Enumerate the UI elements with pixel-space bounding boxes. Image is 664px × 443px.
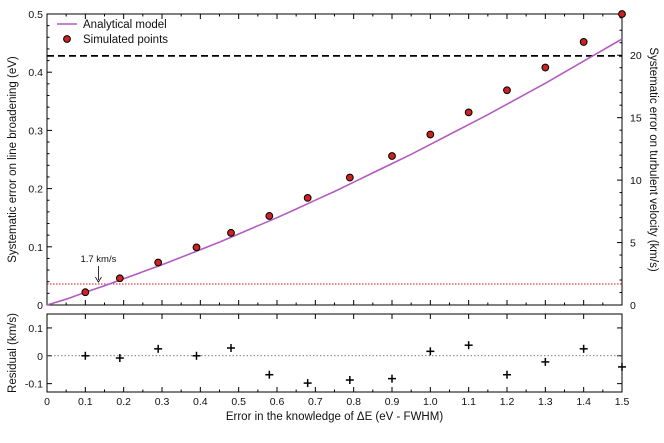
residual-point	[81, 351, 90, 360]
x-tick-label: 0.3	[155, 396, 170, 408]
simulated-point	[81, 288, 90, 297]
series-analytical-model-line	[46, 38, 623, 306]
legend-point-swatch	[63, 35, 71, 43]
residual-ytick-label: 0.1	[28, 323, 43, 335]
residual-point	[154, 344, 163, 353]
legend-label-analytical-model: Analytical model	[83, 19, 167, 31]
simulated-point	[227, 228, 235, 237]
x-tick-label: 1.1	[461, 396, 476, 408]
main-y2tick-label: 5	[630, 238, 636, 250]
main-y2tick-label: 0	[630, 300, 636, 312]
residual-point	[303, 379, 312, 388]
residual-point	[345, 376, 354, 385]
x-tick-label: 0.8	[346, 396, 361, 408]
x-tick-label: 0	[44, 396, 50, 408]
main-ytick-label: 0.4	[28, 67, 43, 79]
main-plot-frame	[46, 13, 623, 306]
simulated-point	[503, 86, 511, 95]
x-tick-label: 0.7	[308, 396, 323, 408]
residual-point	[426, 347, 435, 356]
residual-point	[503, 370, 511, 379]
annotation-arrow-head	[95, 276, 102, 283]
legend-label-simulated-points: Simulated points	[83, 34, 168, 46]
simulated-point	[192, 243, 201, 252]
residual-point	[192, 351, 201, 360]
residual-plot-frame	[46, 313, 623, 393]
simulated-point	[541, 63, 550, 72]
simulated-point	[464, 108, 473, 117]
main-y2tick-label: 20	[630, 50, 642, 62]
residual-ytick-label: -0.1	[25, 379, 43, 391]
x-tick-label: 0.2	[116, 396, 131, 408]
simulated-point	[303, 194, 312, 202]
simulated-point	[618, 10, 626, 18]
main-ytick-label: 0.3	[28, 125, 43, 137]
y-axis-title: Systematic error on line broadening (eV)	[7, 56, 19, 263]
x-tick-label: 1.3	[538, 396, 553, 408]
main-y2tick-label: 10	[630, 175, 642, 187]
y2-axis-title: Systematic error on turbulent velocity (…	[647, 47, 659, 271]
residual-point	[618, 362, 626, 371]
simulated-point	[579, 38, 588, 46]
residual-y-axis-title: Residual (km/s)	[7, 313, 19, 393]
simulated-point	[388, 152, 396, 160]
simulated-point	[154, 258, 163, 267]
residual-point	[579, 344, 588, 353]
x-tick-label: 0.9	[385, 396, 400, 408]
residual-point	[388, 374, 396, 383]
main-ytick-label: 0.5	[28, 9, 43, 21]
simulated-point	[115, 274, 124, 283]
x-tick-label: 0.4	[193, 396, 208, 408]
residual-point	[227, 343, 235, 352]
residual-point	[115, 354, 124, 363]
x-tick-label: 0.1	[78, 396, 93, 408]
x-tick-label: 1.4	[576, 396, 591, 408]
residual-ytick-label: 0	[37, 351, 43, 363]
simulated-point	[426, 130, 435, 139]
x-axis-title: Error in the knowledge of ΔE (eV - FWHM)	[226, 411, 443, 423]
main-y2tick-label: 15	[630, 113, 642, 125]
main-ytick-label: 0.2	[28, 184, 43, 196]
annotation-1-7-kms: 1.7 km/s	[80, 254, 116, 265]
x-tick-label: 0.5	[231, 396, 246, 408]
x-tick-label: 1.0	[423, 396, 438, 408]
x-tick-label: 1.5	[615, 396, 630, 408]
residual-point	[464, 341, 473, 350]
residual-point	[541, 357, 550, 366]
x-tick-label: 1.2	[500, 396, 515, 408]
x-tick-label: 0.6	[270, 396, 285, 408]
simulated-point	[265, 212, 274, 220]
main-ytick-label: 0	[37, 300, 43, 312]
residual-point	[265, 370, 274, 379]
simulated-point	[345, 173, 354, 182]
main-ytick-label: 0.1	[28, 242, 43, 254]
